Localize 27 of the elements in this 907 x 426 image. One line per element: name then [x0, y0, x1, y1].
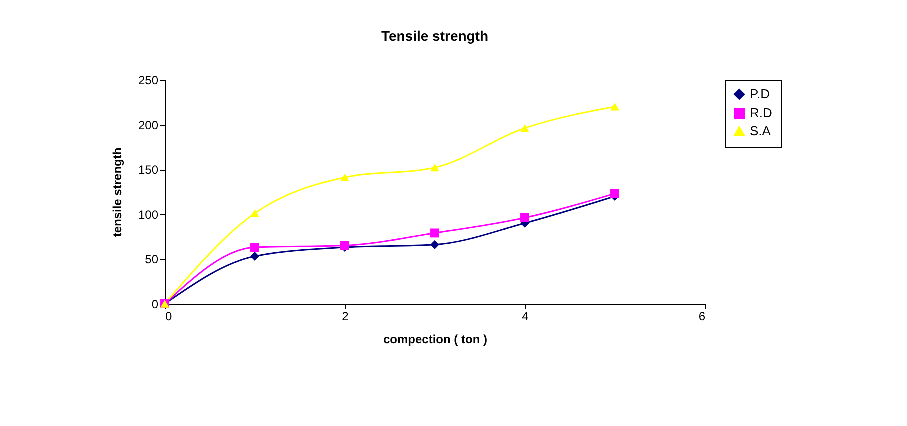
- y-tick-label: 200: [138, 118, 159, 132]
- x-tick-label: 0: [166, 310, 172, 324]
- point: [430, 164, 440, 172]
- point: [340, 174, 350, 182]
- y-tick-label: 150: [138, 163, 159, 178]
- y-axis-title: tensile strength: [110, 148, 124, 238]
- legend-label: P.D: [750, 86, 770, 102]
- y-tick-label: 100: [138, 208, 159, 222]
- point: [520, 214, 530, 222]
- legend-label: S.A: [750, 124, 772, 138]
- point: [250, 252, 260, 261]
- legend-label: R.D: [750, 106, 772, 120]
- x-tick-label: 2: [342, 310, 350, 324]
- y-tick-label: 50: [145, 252, 159, 267]
- point: [610, 103, 620, 111]
- y-tick-label: 250: [138, 74, 159, 88]
- point: [520, 124, 530, 132]
- chart-title: Tensile strength: [381, 28, 489, 44]
- point: [430, 228, 440, 238]
- point: [430, 240, 440, 250]
- x-tick-label: 4: [522, 310, 530, 324]
- point: [610, 189, 620, 198]
- point: [250, 210, 260, 218]
- y-tick-label: 0: [152, 298, 159, 312]
- point: [250, 243, 260, 252]
- x-tick-label: 6: [698, 310, 706, 324]
- x-axis-title: compection ( ton ): [384, 332, 488, 346]
